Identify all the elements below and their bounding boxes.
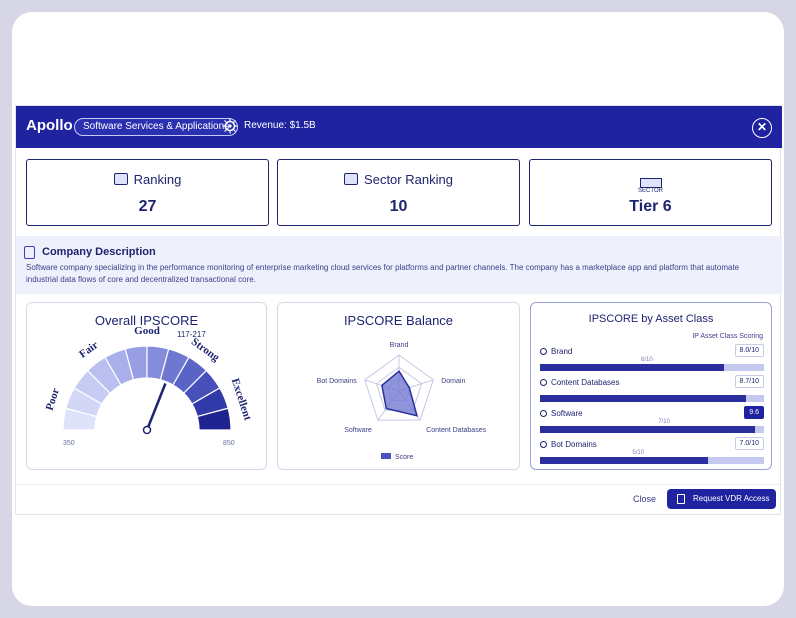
close-icon[interactable]: ✕ xyxy=(752,118,772,138)
tier-value: Tier 6 xyxy=(629,198,672,215)
asset-mid-label: 6/10 xyxy=(641,357,653,363)
gear-icon xyxy=(222,118,238,134)
radio-icon[interactable] xyxy=(540,441,547,448)
sector-ranking-icon xyxy=(344,173,359,185)
asset-subtitle: IP Asset Class Scoring xyxy=(692,333,763,340)
asset-row[interactable]: Software 9.6 7/10 xyxy=(540,406,764,437)
asset-row[interactable]: Brand 8.0/10 6/10 xyxy=(540,344,764,375)
asset-name: Bot Domains xyxy=(551,440,597,449)
sector-pill[interactable]: Software Services & Applications xyxy=(74,118,239,136)
asset-title: IPSCORE by Asset Class xyxy=(588,313,714,325)
asset-bar-track xyxy=(540,457,764,464)
asset-score-badge: 9.6 xyxy=(744,406,764,419)
ranking-label: Ranking xyxy=(133,172,182,187)
radar-axis-label: Domain xyxy=(441,378,465,385)
gauge-max: 850 xyxy=(223,440,235,447)
document-icon xyxy=(24,246,35,259)
overall-ipscore-card: Overall IPSCORE Poor Fair Good Strong Excell… xyxy=(26,302,267,470)
gauge-min: 350 xyxy=(63,440,75,447)
radar-grid xyxy=(364,354,434,421)
sector-ranking-value: 10 xyxy=(389,198,408,215)
radar-axis-label: Bot Domains xyxy=(317,378,358,385)
radar-axis-label: Content Databases xyxy=(426,427,486,434)
gauge-pivot xyxy=(142,425,152,435)
asset-bar-fill xyxy=(540,457,708,464)
footer-divider xyxy=(16,484,782,485)
radar-title: IPSCORE Balance xyxy=(343,313,454,328)
modal-header: Apollo Software Services & Applications … xyxy=(16,106,782,148)
gauge-label: Excellent xyxy=(229,377,254,422)
radar-axis-label: Software xyxy=(344,427,372,434)
radar-legend-label: Score xyxy=(395,454,413,461)
radio-icon[interactable] xyxy=(540,379,547,386)
asset-score-badge: 7.0/10 xyxy=(734,437,764,450)
ranking-icon xyxy=(113,173,128,185)
asset-class-card: IPSCORE by Asset Class IP Asset Class Sc… xyxy=(530,302,772,470)
gauge-label: Fair xyxy=(77,339,100,361)
asset-bar-fill xyxy=(540,395,747,402)
asset-bar-fill xyxy=(540,364,724,371)
tier-icon xyxy=(639,178,662,188)
gauge-segment xyxy=(196,407,232,431)
gauge-label: Poor xyxy=(44,387,62,412)
request-vdr-access-button[interactable]: Request VDR Access xyxy=(667,489,776,509)
radar-chart: Brand Domain Content Databases Software Bot … xyxy=(317,342,487,461)
close-button[interactable]: Close xyxy=(633,494,657,504)
asset-bar-fill xyxy=(540,426,756,433)
radar-legend-swatch xyxy=(381,453,391,459)
revenue-meta: Revenue: $1.5B xyxy=(244,120,316,131)
asset-mid-label: 5/10 xyxy=(632,450,645,456)
sector-ranking-card: Sector Ranking 10 xyxy=(277,159,520,226)
gauge-title: Overall IPSCORE xyxy=(94,313,199,328)
ranking-card: Ranking 27 xyxy=(26,159,269,226)
ranking-value: 27 xyxy=(138,198,157,215)
asset-bar-track xyxy=(540,426,764,433)
sector-ranking-label: Sector Ranking xyxy=(364,172,453,187)
company-description: Company Description Software company spe… xyxy=(16,236,782,294)
tier-card: SECTOR Tier 6 xyxy=(529,159,772,226)
asset-name: Software xyxy=(551,409,583,418)
gauge-score-label: 117-217 xyxy=(177,330,206,339)
gauge-label: Good xyxy=(134,325,160,337)
asset-name: Content Databases xyxy=(551,378,620,387)
tier-label: SECTOR xyxy=(638,188,663,194)
radio-icon[interactable] xyxy=(540,410,547,417)
radar-series xyxy=(381,370,419,417)
asset-score-badge: 8.0/10 xyxy=(734,344,764,357)
asset-bar-track xyxy=(540,364,764,371)
asset-row[interactable]: Content Databases 8.7/10 xyxy=(540,375,764,406)
company-modal: Apollo Software Services & Applications … xyxy=(15,105,782,515)
ipscore-balance-card: IPSCORE Balance Brand Domain Content Datab… xyxy=(277,302,520,470)
radar-axis-label: Brand xyxy=(390,342,409,349)
asset-score-badge: 8.7/10 xyxy=(734,375,764,388)
description-text: Software company specializing in the per… xyxy=(26,263,740,284)
asset-mid-label: 7/10 xyxy=(658,419,670,425)
radio-icon[interactable] xyxy=(540,348,547,355)
document-icon xyxy=(677,494,685,504)
cta-label: Request VDR Access xyxy=(693,494,770,503)
brand-logo: Apollo xyxy=(26,117,73,134)
asset-name: Brand xyxy=(551,347,573,356)
gauge-needle xyxy=(145,383,167,431)
asset-row[interactable]: Bot Domains 7.0/10 5/10 xyxy=(540,437,764,468)
asset-bar-track xyxy=(540,395,764,402)
description-title: Company Description xyxy=(42,246,156,258)
